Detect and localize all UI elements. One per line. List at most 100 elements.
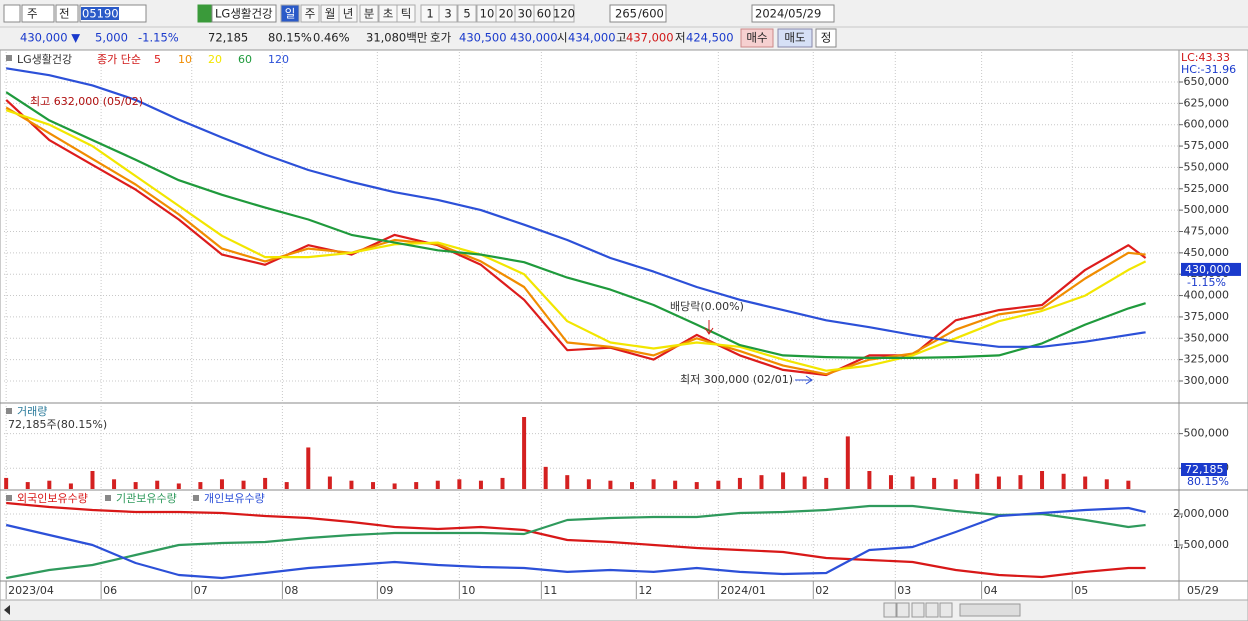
period-button[interactable]: 30 <box>518 7 533 21</box>
period-button[interactable]: 틱 <box>401 7 412 21</box>
button[interactable] <box>609 4 667 23</box>
button[interactable] <box>338 4 358 23</box>
period-button[interactable]: 분 <box>364 7 375 21</box>
scroll-button[interactable] <box>911 602 925 618</box>
period-button[interactable]: 10 <box>480 7 495 21</box>
button[interactable] <box>553 4 575 23</box>
volume-bar <box>1083 476 1088 489</box>
button[interactable] <box>359 4 379 23</box>
button[interactable] <box>438 4 458 23</box>
bar-max: /600 <box>638 7 664 21</box>
button[interactable] <box>3 4 21 23</box>
button[interactable] <box>777 28 813 48</box>
quote-change: 5,000 <box>95 31 128 45</box>
legend-entry: 60 <box>238 53 252 66</box>
volume-bar <box>500 477 505 489</box>
button[interactable] <box>751 4 835 23</box>
series-line <box>5 91 1146 359</box>
volume-bar <box>522 417 527 489</box>
last-change-label: -1.15% <box>1187 276 1226 289</box>
volume-bar <box>996 476 1001 489</box>
y-tick-label: 525,000 <box>1184 182 1230 195</box>
y-tick-label: 300,000 <box>1184 374 1230 387</box>
series-line <box>5 106 1146 376</box>
scroll-button[interactable] <box>883 602 897 618</box>
button[interactable] <box>55 4 79 23</box>
bar-count[interactable]: 265 <box>615 7 637 21</box>
volume-bar <box>1018 475 1023 489</box>
y-tick-label: 500,000 <box>1184 427 1230 440</box>
scroll-button[interactable] <box>896 602 910 618</box>
period-button[interactable]: 60 <box>537 7 552 21</box>
scroll-button[interactable] <box>939 602 953 618</box>
chart-title: LG생활건강 <box>17 52 72 66</box>
period-button[interactable]: 5 <box>463 7 470 21</box>
y-tick-label: 350,000 <box>1184 331 1230 344</box>
button[interactable] <box>457 4 477 23</box>
period-button[interactable]: 3 <box>444 7 451 21</box>
legend-icon <box>6 408 12 414</box>
x-tick-label: 03 <box>897 584 911 597</box>
volume-bar <box>219 479 224 489</box>
volume-bar <box>1104 479 1109 489</box>
y-tick-label: 375,000 <box>1184 310 1230 323</box>
y-tick-label: 550,000 <box>1184 160 1230 173</box>
annotation-arrow <box>704 320 714 335</box>
legend-entry: 기관보유수량 <box>116 492 177 505</box>
period-button[interactable]: 1 <box>426 7 433 21</box>
sell-button[interactable]: 매도 <box>784 31 805 45</box>
annotation: 최고 632,000 (05/02) <box>30 95 143 108</box>
period-button[interactable]: 20 <box>499 7 514 21</box>
button[interactable] <box>21 4 55 23</box>
period-button[interactable]: 주 <box>305 7 316 21</box>
series-line <box>5 506 1146 580</box>
series-line <box>6 501 1146 579</box>
volume-bar <box>802 476 807 489</box>
quote-high: 437,000 <box>626 31 674 45</box>
buy-button[interactable]: 매수 <box>746 31 767 45</box>
volume-bar <box>371 482 376 489</box>
volume-bar <box>586 479 591 489</box>
period-button[interactable]: 년 <box>343 7 354 21</box>
scroll-arrow <box>4 605 10 615</box>
chart-frame <box>0 49 1248 601</box>
legend-icon <box>6 495 12 501</box>
scroll-button[interactable] <box>925 602 939 618</box>
volume-bar <box>435 480 440 489</box>
volume-bar <box>1040 471 1045 489</box>
period-button[interactable]: 일 <box>285 7 296 21</box>
button[interactable] <box>300 4 320 23</box>
scrollbar[interactable] <box>0 599 1248 621</box>
scroll-thumb[interactable] <box>959 603 1021 617</box>
view-select[interactable]: 주 <box>27 7 38 21</box>
button[interactable] <box>815 28 837 48</box>
last-volume-pct: 80.15% <box>1187 475 1229 488</box>
button[interactable] <box>740 28 774 48</box>
stock-code[interactable]: 051900 <box>82 7 126 21</box>
volume-bar <box>651 479 656 489</box>
x-tick-label: 09 <box>379 584 393 597</box>
volume-bar <box>565 475 570 489</box>
volume-bar <box>673 480 678 489</box>
quote-turnover: 0.46% <box>313 31 350 45</box>
range-select[interactable]: 전 <box>59 7 70 21</box>
period-button[interactable]: 월 <box>325 7 336 21</box>
stock-name[interactable]: LG생활건강 <box>215 7 273 21</box>
volume-bar <box>457 479 462 489</box>
period-button[interactable]: 초 <box>383 7 394 21</box>
y-tick-label: 475,000 <box>1184 224 1230 237</box>
button[interactable] <box>396 4 416 23</box>
correct-button[interactable]: 정 <box>821 31 832 45</box>
volume-bar <box>284 482 289 489</box>
date-input[interactable]: 2024/05/29 <box>755 7 821 21</box>
quote-bid: 430,000 <box>510 31 558 45</box>
legend-entry: 외국인보유수량 <box>17 492 88 505</box>
y-tick-label: 450,000 <box>1184 246 1230 259</box>
period-button[interactable]: 120 <box>553 7 575 21</box>
quote-price: 430,000 ▼ <box>20 31 80 45</box>
button[interactable] <box>280 4 300 23</box>
y-tick-label: 400,000 <box>1184 289 1230 302</box>
volume-bar <box>4 477 9 489</box>
button[interactable] <box>211 4 277 23</box>
